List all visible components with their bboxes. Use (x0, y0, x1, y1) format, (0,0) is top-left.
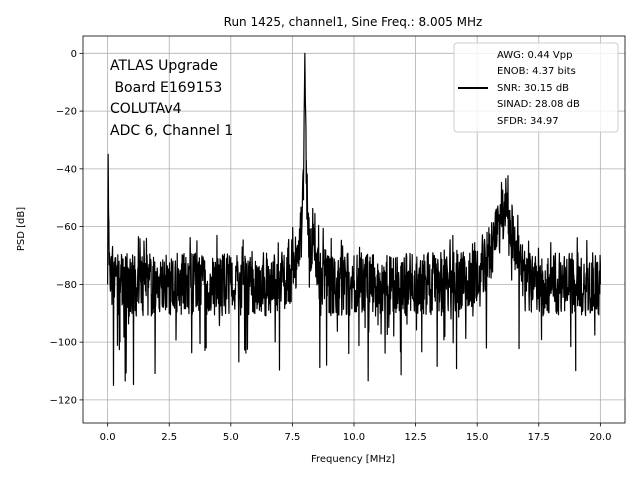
x-tick-label: 0.0 (100, 432, 116, 443)
y-tick-label: −20 (56, 107, 77, 118)
tick-layer: 0.0 2.5 5.0 7.5 10.0 12.5 15.0 17.5 20.0 0 −20 −40 −… (50, 49, 612, 443)
x-tick-label: 15.0 (466, 432, 488, 443)
board-annotation: ATLAS Upgrade Board E169153 COLUTAv4 ADC… (110, 58, 233, 139)
y-tick-label: −40 (56, 164, 77, 175)
x-tick-label: 12.5 (404, 432, 426, 443)
y-tick-label: −100 (50, 338, 77, 349)
legend-line: AWG: 0.44 Vpp (497, 50, 572, 61)
x-tick-label: 17.5 (528, 432, 550, 443)
series-layer (107, 52, 601, 386)
annotation-line: ADC 6, Channel 1 (110, 123, 233, 139)
legend-line: SFDR: 34.97 (497, 116, 559, 127)
chart-title: Run 1425, channel1, Sine Freq.: 8.005 MH… (224, 15, 483, 29)
y-axis-label: PSD [dB] (16, 207, 27, 251)
legend-line: SINAD: 28.08 dB (497, 99, 580, 110)
y-tick-label: −120 (50, 395, 77, 406)
x-tick-label: 10.0 (343, 432, 365, 443)
legend-line: ENOB: 4.37 bits (497, 66, 576, 77)
x-tick-label: 20.0 (589, 432, 611, 443)
x-tick-label: 2.5 (161, 432, 177, 443)
x-axis-label: Frequency [MHz] (311, 454, 395, 465)
legend-line: SNR: 30.15 dB (497, 83, 569, 94)
annotation-line: Board E169153 (110, 80, 222, 96)
x-tick-label: 5.0 (223, 432, 239, 443)
legend-box (453, 42, 619, 133)
y-tick-label: 0 (71, 49, 77, 60)
x-tick-label: 7.5 (284, 432, 300, 443)
annotation-line: COLUTAv4 (110, 101, 182, 117)
annotation-line: ATLAS Upgrade (110, 58, 218, 74)
y-tick-label: −60 (56, 222, 77, 233)
psd-series-line (107, 52, 601, 386)
plot-frame (82, 35, 626, 424)
legend: AWG: 0.44 Vpp ENOB: 4.37 bits SNR: 30.15… (453, 42, 619, 133)
y-tick-label: −80 (56, 280, 77, 291)
